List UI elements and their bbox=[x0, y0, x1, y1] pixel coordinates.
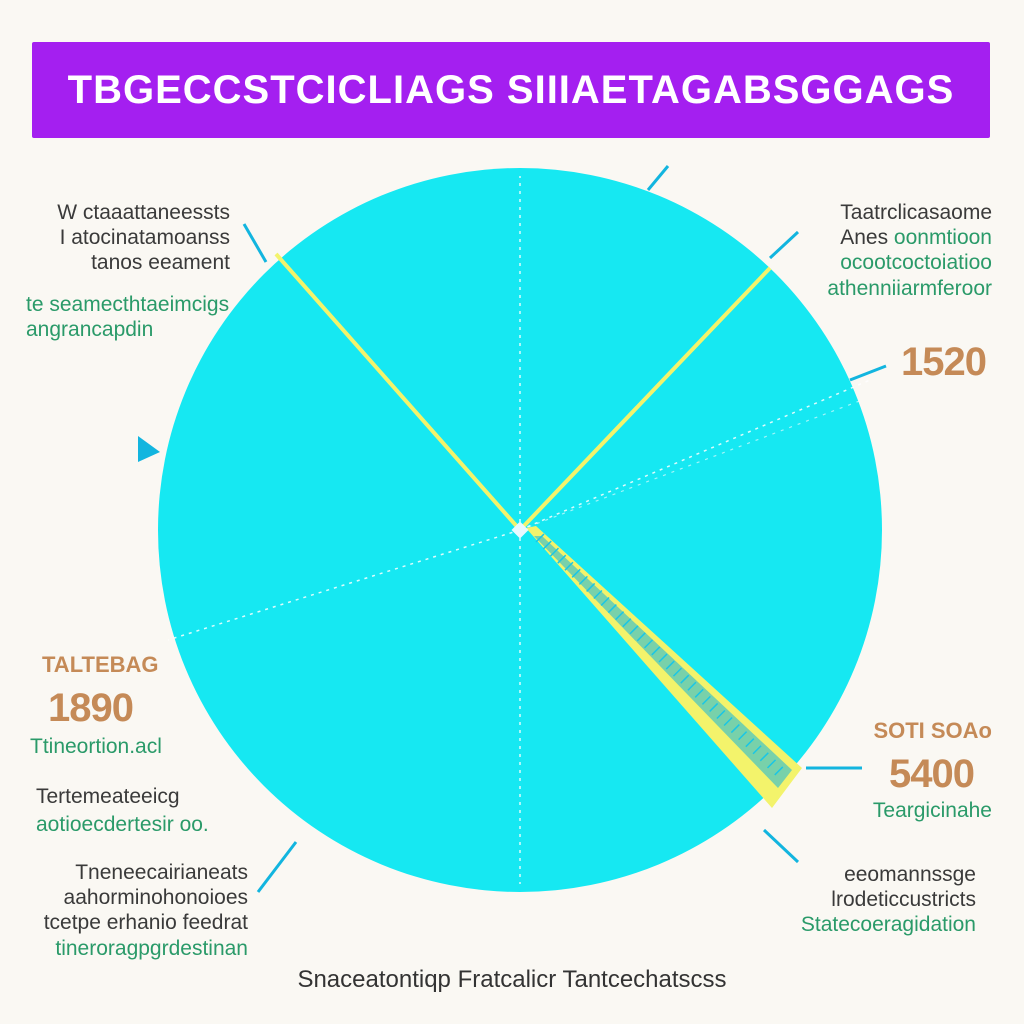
slice-boundary bbox=[274, 252, 522, 532]
slice-label-left: TALTEBAG bbox=[42, 652, 159, 677]
annotation-top-left-line: W ctaaattaneessts bbox=[57, 201, 230, 224]
annotation-bottom-right: eeomannssge lrodeticcustricts Statecoera… bbox=[801, 862, 976, 938]
leader-line bbox=[646, 165, 670, 191]
slice-band-tick bbox=[564, 561, 574, 571]
annotation-top-left-sub: te seamecthtaeimcigs angrancapdin bbox=[26, 292, 229, 342]
annotation-bottom-right-line: lrodeticcustricts bbox=[831, 888, 976, 912]
pie-guide-line bbox=[519, 399, 863, 531]
chart-title: TBGECCSTCICLIAGS SIIIAETAGABSGGAGS bbox=[67, 67, 955, 112]
leader-line bbox=[768, 230, 800, 260]
slice-band-tick bbox=[694, 688, 704, 698]
slice-band-tick bbox=[636, 632, 646, 642]
slice-value-1520: 1520 bbox=[901, 340, 987, 384]
slice-band-tick bbox=[600, 596, 610, 607]
annotation-lower-left-sub: aotioecdertesir oo. bbox=[36, 813, 209, 836]
annotation-bottom-right-line: eeomannssge bbox=[844, 863, 976, 886]
chart-footer-caption: Snaceatontiqp Fratcalicr Tantcechatscss bbox=[297, 966, 727, 993]
slice-band-tick bbox=[607, 604, 617, 614]
annotation-top-left-line: I atocinatamoanss bbox=[59, 226, 230, 250]
slice-band-tick bbox=[557, 554, 567, 564]
slice-value-1890: 1890 bbox=[48, 686, 134, 730]
slice-band-tick bbox=[723, 716, 733, 727]
slice-band-tick bbox=[752, 745, 762, 755]
annotation-bottom-left-sub: tineroragpgrdestinan bbox=[55, 936, 248, 960]
slice-band-tick bbox=[665, 660, 675, 670]
annotation-top-right-sub-line: athenniiarmferoor bbox=[827, 276, 992, 300]
slice-band-tick bbox=[672, 667, 683, 677]
slice-band-tick bbox=[774, 766, 784, 776]
annotation-top-left-sub-line: te seamecthtaeimcigs bbox=[26, 293, 230, 316]
slice-band-tick bbox=[687, 681, 697, 691]
annotation-top-right-line: Anes bbox=[840, 226, 889, 250]
slice-value-5400: 5400 bbox=[889, 752, 975, 796]
leader-line bbox=[256, 841, 298, 893]
slice-band-tick bbox=[586, 582, 596, 592]
slice-band-tick bbox=[571, 568, 581, 578]
chart-title-bar: TBGECCSTCICLIAGS SIIIAETAGABSGGAGS bbox=[32, 42, 990, 138]
leader-line bbox=[762, 828, 800, 864]
slice-band-tick bbox=[738, 731, 748, 741]
annotation-bottom-right-sub: Statecoeragidation bbox=[800, 913, 976, 937]
annotation-bottom-left-line: Tneneecairianeats bbox=[75, 861, 248, 884]
annotation-top-right: Taatrclicasaome Anes oonmtioon ocootcoct… bbox=[827, 200, 992, 301]
annotation-top-left: W ctaaattaneessts I atocinatamoanss tano… bbox=[57, 200, 230, 276]
slice-sub-right: Teargicinahe bbox=[872, 799, 992, 822]
leader-line bbox=[242, 223, 268, 263]
slice-band-tick bbox=[651, 646, 661, 656]
slice-band-tick bbox=[759, 752, 769, 762]
slice-band-tick bbox=[622, 618, 632, 628]
annotation-top-right-sub-line: ocootcoctoiatioo bbox=[840, 251, 992, 275]
leader-line bbox=[849, 364, 887, 382]
slice-band-tick bbox=[680, 674, 690, 684]
slice-band-tick bbox=[709, 702, 719, 712]
slice-boundary bbox=[518, 266, 772, 532]
annotation-lower-left: Tertemeateeicg bbox=[36, 785, 180, 808]
slice-band-tick bbox=[658, 653, 668, 663]
leader-tab-marker bbox=[138, 436, 160, 462]
slice-band-hatch bbox=[534, 536, 792, 788]
slice-band-tick bbox=[745, 738, 755, 748]
annotation-top-right-inline: oonmtioon bbox=[893, 226, 992, 250]
annotation-top-left-sub-line: angrancapdin bbox=[26, 318, 154, 342]
slice-label-right: SOTI SOAo bbox=[873, 718, 992, 743]
slice-band-tick bbox=[535, 533, 545, 543]
slice-band-tick bbox=[542, 540, 552, 550]
annotation-top-right-line: Taatrclicasaome bbox=[840, 201, 992, 224]
annotation-bottom-left-line: aahorminohonoioes bbox=[63, 886, 248, 910]
slice-band-tick bbox=[629, 625, 639, 635]
annotation-top-left-line: tanos eeament bbox=[91, 251, 230, 275]
slice-band-tick bbox=[549, 547, 560, 557]
slice-band-tick bbox=[730, 724, 740, 734]
pie-guide-line bbox=[167, 529, 521, 641]
slice-band-tick bbox=[716, 709, 726, 720]
pie-center-marker bbox=[511, 521, 529, 539]
slice-band-tick bbox=[701, 695, 711, 705]
slice-band-tick bbox=[615, 611, 625, 621]
annotation-bottom-left: Tneneecairianeats aahorminohonoioes tcet… bbox=[44, 860, 248, 961]
slice-band-tick bbox=[643, 639, 654, 649]
annotation-bottom-left-line: tcetpe erhanio feedrat bbox=[43, 911, 248, 935]
slice-band-tick bbox=[593, 589, 603, 600]
slice-band-tick bbox=[578, 575, 588, 585]
slice-band-tick bbox=[766, 759, 777, 769]
slice-sub-left: Ttineortion.acl bbox=[30, 735, 162, 758]
